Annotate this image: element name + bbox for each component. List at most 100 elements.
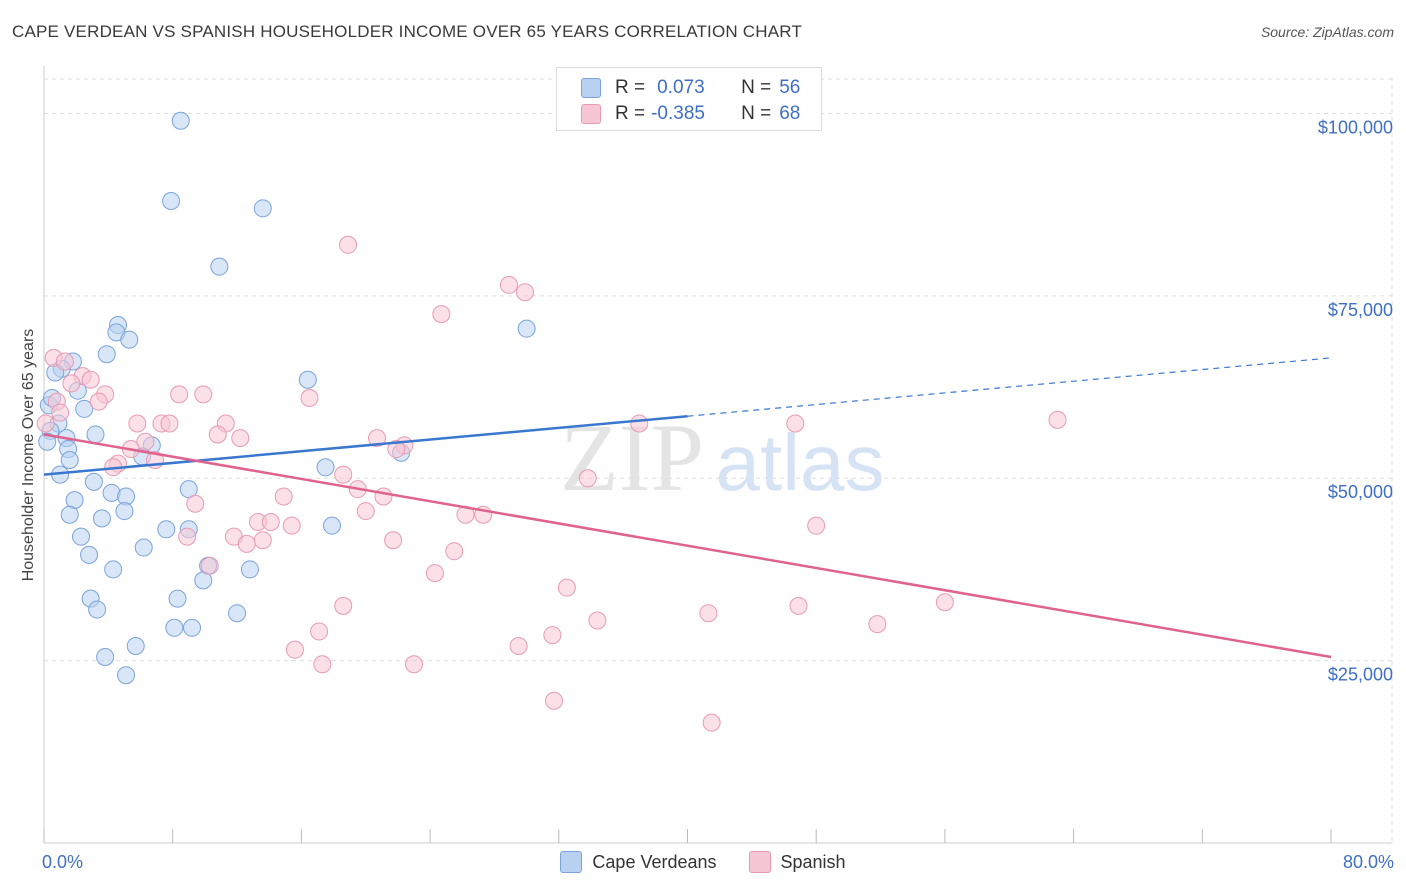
cape-verdean-point — [115, 502, 134, 521]
spanish-point — [509, 637, 528, 656]
spanish-point — [237, 534, 256, 553]
chart-title: CAPE VERDEAN VS SPANISH HOUSEHOLDER INCO… — [12, 22, 803, 41]
spanish-point — [334, 465, 353, 484]
watermark-atlas: atlas — [716, 418, 885, 507]
cape-verdean-point — [134, 538, 153, 557]
cape-verdean-point — [517, 319, 536, 338]
spanish-point — [786, 414, 805, 433]
legend-swatch-pink — [581, 104, 601, 124]
spanish-point — [425, 564, 444, 583]
series-spanish — [36, 235, 1067, 732]
spanish-point — [136, 432, 155, 451]
spanish-point — [36, 414, 55, 433]
y-tick-label: $25,000 — [1328, 665, 1393, 685]
cape-verdean-point — [157, 520, 176, 539]
cape-verdean-point — [228, 604, 247, 623]
cape-verdean-point — [165, 618, 184, 637]
legend-label-cape-verdeans: Cape Verdeans — [592, 851, 717, 872]
spanish-point — [62, 374, 81, 393]
legend-n-value: 56 — [779, 77, 801, 98]
spanish-point — [274, 487, 293, 506]
cape-verdean-point — [84, 472, 103, 491]
cape-verdean-point — [60, 505, 79, 524]
spanish-point — [374, 487, 393, 506]
spanish-point — [499, 275, 518, 294]
spanish-point — [186, 494, 205, 513]
spanish-point — [194, 385, 213, 404]
legend-item-cape-verdeans[interactable]: Cape Verdeans — [560, 851, 717, 873]
spanish-point — [170, 385, 189, 404]
spanish-point — [208, 425, 227, 444]
spanish-point — [384, 531, 403, 550]
cape-verdean-point — [253, 199, 272, 218]
legend-n-label: N = — [741, 103, 772, 124]
cape-verdean-point — [316, 458, 335, 477]
legend-item-spanish[interactable]: Spanish — [748, 851, 846, 873]
legend-r-value: 0.073 — [657, 77, 705, 98]
spanish-point — [261, 513, 280, 532]
spanish-point — [432, 305, 451, 324]
spanish-point — [445, 542, 464, 561]
legend-n-label: N = — [741, 77, 772, 98]
spanish-point — [588, 611, 607, 630]
spanish-point — [543, 626, 562, 645]
spanish-point — [405, 655, 424, 674]
spanish-point — [282, 516, 301, 535]
cape-verdean-point — [60, 451, 79, 469]
y-tick-labels: $25,000 $50,000 $75,000 $100,000 — [1318, 117, 1393, 684]
cape-verdean-point — [72, 527, 91, 546]
spanish-point — [55, 352, 74, 371]
spanish-point — [178, 527, 197, 546]
spanish-point — [339, 235, 358, 254]
cape-verdeans-trend-line — [43, 414, 688, 476]
y-tick-label: $100,000 — [1318, 117, 1393, 137]
cape-verdean-point — [97, 345, 116, 364]
cape-verdean-point — [92, 509, 111, 528]
spanish-point — [200, 556, 219, 575]
trend-lines — [43, 357, 1332, 659]
cape-verdean-point — [88, 600, 107, 619]
spanish-point — [544, 691, 563, 710]
cape-verdean-point — [104, 560, 123, 579]
spanish-point — [699, 604, 718, 623]
spanish-point — [334, 596, 353, 615]
spanish-point — [300, 388, 319, 407]
cape-verdeans-trend-extension — [687, 357, 1332, 417]
spanish-point — [702, 713, 721, 732]
spanish-point — [516, 283, 535, 302]
spanish-point — [81, 370, 100, 389]
spanish-point — [789, 596, 808, 615]
legend-row-cape-verdeans: R = 0.073 N = 56 — [581, 76, 800, 100]
y-tick-label: $75,000 — [1328, 300, 1393, 320]
cape-verdean-point — [171, 111, 190, 130]
spanish-point — [51, 403, 70, 422]
spanish-point — [578, 469, 597, 488]
cape-verdean-point — [86, 425, 105, 444]
x-tick-label-max: 80.0% — [1342, 852, 1394, 872]
spanish-point — [128, 414, 147, 433]
spanish-point — [231, 429, 250, 448]
cape-verdean-point — [168, 589, 187, 608]
spanish-point — [310, 622, 329, 641]
source-label: Source: ZipAtlas.com — [1260, 24, 1394, 40]
spanish-point — [356, 502, 375, 521]
legend-r-label: R = — [615, 103, 646, 124]
cape-verdean-point — [38, 432, 57, 451]
correlation-legend: R = 0.073 N = 56 R = -0.385 N = 68 — [556, 67, 822, 131]
spanish-point — [807, 516, 826, 535]
legend-label-spanish: Spanish — [780, 851, 846, 872]
spanish-point — [1048, 410, 1067, 429]
axes — [43, 66, 1392, 844]
legend-swatch-pink — [748, 851, 771, 873]
spanish-point — [313, 655, 332, 674]
cape-verdean-point — [80, 545, 99, 564]
spanish-point — [387, 440, 406, 459]
x-tick-label-min: 0.0% — [42, 852, 84, 872]
spanish-point — [868, 615, 887, 634]
legend-r-value: -0.385 — [651, 103, 705, 124]
spanish-point — [935, 593, 954, 612]
spanish-trend-line — [43, 433, 1332, 659]
spanish-point — [285, 640, 304, 659]
spanish-point — [557, 578, 576, 597]
